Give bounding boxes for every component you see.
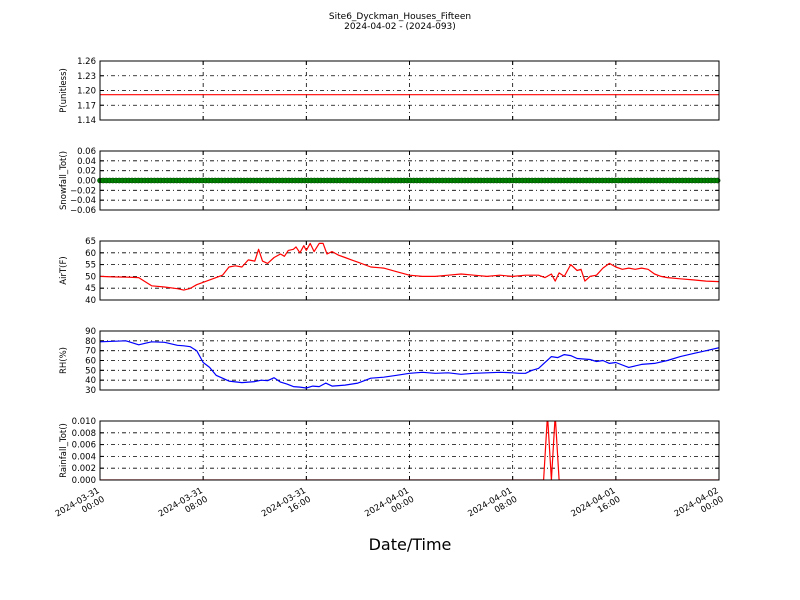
x-axis: 2024-03-3100:00 2024-03-3108:00 2024-03-31…	[54, 486, 726, 528]
y-axis-label: Snowfall_Tot()	[59, 151, 69, 210]
y-tick-label: 0.02	[77, 167, 96, 177]
y-tick-label: 60	[85, 357, 96, 367]
chart-panels: 1.141.171.201.231.26P(unitless)−0.06−0.0…	[59, 57, 721, 486]
x-tick-label: 2024-03-3116:00	[260, 486, 313, 528]
x-tick-label: 2024-04-0108:00	[466, 486, 519, 528]
panel-frame	[99, 420, 720, 481]
panel-2: −0.06−0.04−0.020.000.020.040.06 Snowfall_…	[59, 147, 721, 216]
y-tick-label: 0.00	[77, 177, 96, 187]
x-tick-label: 2024-04-0200:00	[673, 486, 726, 528]
y-tick-label: 50	[85, 272, 96, 282]
chart-subtitle: 2024-04-02 - (2024-093)	[344, 22, 456, 32]
y-tick-label: 1.20	[77, 87, 96, 97]
y-tick-label: 45	[85, 284, 96, 294]
x-tick-label: 2024-03-3108:00	[157, 486, 210, 528]
y-tick-label: 65	[85, 237, 96, 247]
panel-frame	[99, 150, 720, 211]
y-tick-label: 0.010	[72, 417, 96, 427]
y-tick-label: 30	[85, 386, 96, 396]
series-line	[100, 340, 719, 389]
series-line	[100, 421, 719, 480]
y-tick-label: 1.26	[77, 57, 96, 67]
y-tick-label: 0.000	[72, 476, 96, 486]
y-tick-label: 55	[85, 261, 96, 271]
y-tick-label: 50	[85, 366, 96, 376]
y-tick-label: 70	[85, 347, 96, 357]
y-tick-label: 40	[85, 296, 96, 306]
chart-title: Site6_Dyckman_Houses_Fifteen	[329, 12, 471, 22]
y-tick-label: −0.02	[70, 186, 96, 196]
y-tick-label: 1.14	[77, 116, 96, 126]
y-tick-label: 0.04	[77, 157, 96, 167]
y-axis-label: RH(%)	[59, 347, 69, 374]
y-tick-label: 90	[85, 327, 96, 337]
y-tick-label: −0.06	[70, 206, 96, 216]
y-tick-label: 0.004	[72, 452, 96, 462]
y-tick-label: 0.008	[72, 429, 96, 439]
y-tick-label: 40	[85, 376, 96, 386]
series-line	[100, 242, 719, 291]
x-tick-label: 2024-04-0100:00	[363, 486, 416, 528]
y-tick-label: 80	[85, 337, 96, 347]
y-tick-label: 0.06	[77, 147, 96, 157]
y-axis-label: AirT(F)	[59, 256, 69, 284]
y-axis-label: Rainfall_Tot()	[59, 423, 69, 478]
panel-frame	[99, 330, 720, 391]
panel-1: 1.14 1.17 1.20 1.23 1.26 P(unitless)	[59, 57, 720, 126]
y-tick-label: 0.002	[72, 464, 96, 474]
y-tick-label: 0.006	[72, 441, 96, 451]
x-axis-label: Date/Time	[369, 535, 452, 554]
panel-frame	[99, 240, 720, 301]
y-axis-label: P(unitless)	[59, 68, 69, 113]
y-tick-label: 60	[85, 249, 96, 259]
panel-frame	[99, 60, 720, 121]
x-tick-label: 2024-04-0116:00	[570, 486, 623, 528]
y-tick-label: 1.23	[77, 72, 96, 82]
series-markers	[97, 177, 721, 184]
y-tick-label: −0.04	[70, 196, 96, 206]
y-tick-label: 1.17	[77, 101, 96, 111]
x-tick-label: 2024-03-3100:00	[54, 486, 107, 528]
